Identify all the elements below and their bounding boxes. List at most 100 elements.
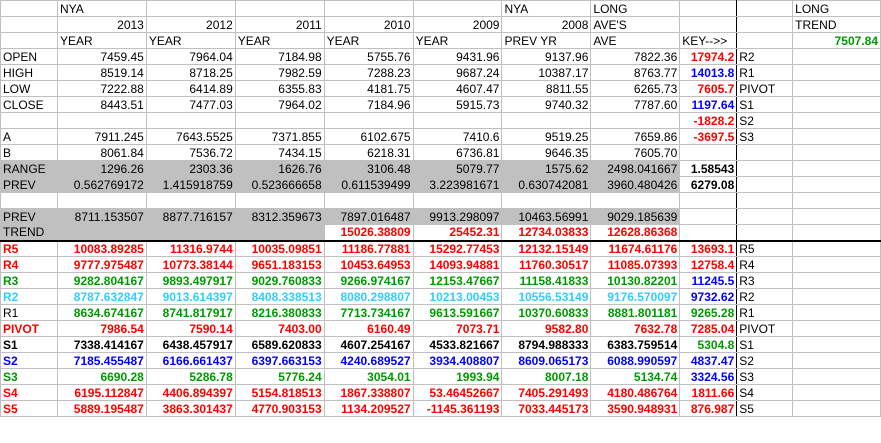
- pivot-key-cell[interactable]: 9265.28: [679, 304, 738, 321]
- pivot-label[interactable]: R4: [0, 256, 58, 273]
- value-cell[interactable]: 6355.83: [234, 80, 325, 97]
- pivot-tag-cell[interactable]: S3: [736, 368, 794, 385]
- tag-cell[interactable]: R2: [736, 48, 794, 65]
- row-label[interactable]: CLOSE: [0, 96, 58, 113]
- key-cell[interactable]: 1.58543: [679, 160, 738, 177]
- pivot-value-cell[interactable]: 11158.41833: [501, 272, 592, 289]
- value-cell[interactable]: 7911.245: [56, 128, 147, 145]
- value-cell[interactable]: [412, 192, 503, 209]
- empty-cell[interactable]: [792, 256, 881, 273]
- header-cell[interactable]: [145, 0, 236, 17]
- header-cell[interactable]: LONG: [792, 0, 881, 17]
- pivot-value-cell[interactable]: 6397.663153: [234, 352, 325, 369]
- value-cell[interactable]: 2303.36: [145, 160, 236, 177]
- pivot-label[interactable]: R3: [0, 272, 58, 289]
- pivot-value-cell[interactable]: 8787.632847: [56, 288, 147, 305]
- header-cell[interactable]: NYA: [56, 0, 147, 17]
- value-cell[interactable]: 1575.62: [501, 160, 592, 177]
- value-cell[interactable]: 9687.24: [412, 64, 503, 81]
- pivot-tag-cell[interactable]: S1: [736, 336, 794, 353]
- value-cell[interactable]: 6736.81: [412, 144, 503, 161]
- value-cell[interactable]: 7605.70: [590, 144, 681, 161]
- value-cell[interactable]: 8718.25: [145, 64, 236, 81]
- value-cell[interactable]: 7288.23: [323, 64, 414, 81]
- value-cell[interactable]: 7371.855: [234, 128, 325, 145]
- pivot-tag-cell[interactable]: R3: [736, 272, 794, 289]
- pivot-value-cell[interactable]: 9651.183153: [234, 256, 325, 273]
- header-cell[interactable]: 2008: [501, 16, 592, 33]
- value-cell[interactable]: 1626.76: [234, 160, 325, 177]
- value-cell[interactable]: 9137.96: [501, 48, 592, 65]
- pivot-value-cell[interactable]: 8408.338513: [234, 288, 325, 305]
- pivot-value-cell[interactable]: 8741.817917: [145, 304, 236, 321]
- pivot-value-cell[interactable]: 3863.301437: [145, 400, 236, 417]
- value-cell[interactable]: 0.523666658: [234, 176, 325, 193]
- pivot-key-cell[interactable]: 876.987: [679, 400, 738, 417]
- key-cell[interactable]: [679, 224, 738, 241]
- tag-cell[interactable]: R1: [736, 64, 794, 81]
- pivot-value-cell[interactable]: 8794.988333: [501, 336, 592, 353]
- empty-cell[interactable]: [792, 272, 881, 289]
- pivot-value-cell[interactable]: -1145.361193: [412, 400, 503, 417]
- pivot-value-cell[interactable]: 8881.801181: [590, 304, 681, 321]
- value-cell[interactable]: 7459.45: [56, 48, 147, 65]
- value-cell[interactable]: [234, 192, 325, 209]
- pivot-value-cell[interactable]: 6690.28: [56, 368, 147, 385]
- value-cell[interactable]: 7659.86: [590, 128, 681, 145]
- header-cell[interactable]: YEAR: [323, 32, 414, 49]
- value-cell[interactable]: [56, 224, 147, 241]
- value-cell[interactable]: 0.611539499: [323, 176, 414, 193]
- pivot-value-cell[interactable]: 4770.903153: [234, 400, 325, 417]
- pivot-value-cell[interactable]: 5154.818513: [234, 384, 325, 401]
- header-cell[interactable]: [412, 0, 503, 17]
- value-cell[interactable]: 5915.73: [412, 96, 503, 113]
- value-cell[interactable]: 12734.03833: [501, 224, 592, 241]
- value-cell[interactable]: 0.630742081: [501, 176, 592, 193]
- value-cell[interactable]: 8061.84: [56, 144, 147, 161]
- pivot-value-cell[interactable]: 8609.065173: [501, 352, 592, 369]
- value-cell[interactable]: 7897.016487: [323, 208, 414, 225]
- pivot-value-cell[interactable]: 5286.78: [145, 368, 236, 385]
- pivot-tag-cell[interactable]: R5: [736, 239, 794, 257]
- pivot-value-cell[interactable]: 8216.380833: [234, 304, 325, 321]
- value-cell[interactable]: [145, 224, 236, 241]
- pivot-value-cell[interactable]: 9029.760833: [234, 272, 325, 289]
- value-cell[interactable]: 6218.31: [323, 144, 414, 161]
- header-cell[interactable]: YEAR: [234, 32, 325, 49]
- pivot-value-cell[interactable]: 3054.01: [323, 368, 414, 385]
- tag-cell[interactable]: [736, 224, 794, 241]
- value-cell[interactable]: 5755.76: [323, 48, 414, 65]
- pivot-value-cell[interactable]: 6438.457917: [145, 336, 236, 353]
- key-cell[interactable]: [679, 144, 738, 161]
- pivot-value-cell[interactable]: 6589.620833: [234, 336, 325, 353]
- header-cell[interactable]: NYA: [501, 0, 592, 17]
- pivot-value-cell[interactable]: 10130.82201: [590, 272, 681, 289]
- value-cell[interactable]: 9913.298097: [412, 208, 503, 225]
- tag-cell[interactable]: S3: [736, 128, 794, 145]
- value-cell[interactable]: 0.562769172: [56, 176, 147, 193]
- header-cell[interactable]: 2011: [234, 16, 325, 33]
- key-cell[interactable]: 7605.7: [679, 80, 738, 97]
- value-cell[interactable]: 7410.6: [412, 128, 503, 145]
- pivot-value-cell[interactable]: 10213.00453: [412, 288, 503, 305]
- pivot-key-cell[interactable]: 11245.5: [679, 272, 738, 289]
- pivot-label[interactable]: S5: [0, 400, 58, 417]
- empty-cell[interactable]: [792, 384, 881, 401]
- pivot-value-cell[interactable]: 6383.759514: [590, 336, 681, 353]
- pivot-value-cell[interactable]: 11760.30517: [501, 256, 592, 273]
- tag-cell[interactable]: [736, 176, 794, 193]
- value-cell[interactable]: [145, 192, 236, 209]
- value-cell[interactable]: 10387.17: [501, 64, 592, 81]
- key-cell[interactable]: [679, 208, 738, 225]
- key-cell[interactable]: 14013.8: [679, 64, 738, 81]
- header-cell[interactable]: 2010: [323, 16, 414, 33]
- value-cell[interactable]: 7982.59: [234, 64, 325, 81]
- value-cell[interactable]: 8711.153507: [56, 208, 147, 225]
- value-cell[interactable]: 7184.96: [323, 96, 414, 113]
- row-label[interactable]: TREND: [0, 224, 58, 241]
- key-cell[interactable]: -1828.2: [679, 112, 738, 129]
- header-cell[interactable]: [736, 16, 794, 33]
- pivot-value-cell[interactable]: 10556.53149: [501, 288, 592, 305]
- empty-cell[interactable]: [792, 176, 881, 193]
- pivot-tag-cell[interactable]: S5: [736, 400, 794, 417]
